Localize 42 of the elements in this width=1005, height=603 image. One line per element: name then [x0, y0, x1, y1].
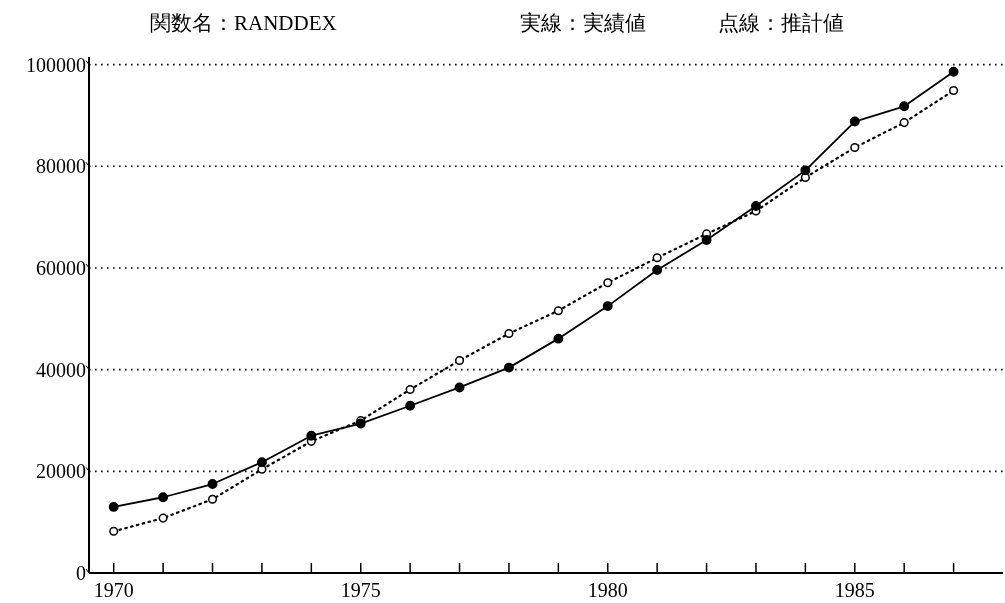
point	[949, 86, 959, 96]
ytick: 20000	[36, 460, 86, 483]
point	[405, 400, 416, 411]
ytick: 100000	[26, 53, 86, 76]
point	[454, 355, 465, 366]
point	[603, 278, 613, 288]
point	[899, 101, 910, 112]
title: 関数名：RANDDEX	[150, 11, 337, 35]
ytick: 40000	[36, 358, 86, 381]
point	[504, 329, 514, 339]
point	[504, 362, 514, 373]
point	[158, 492, 169, 503]
point	[553, 333, 564, 344]
point	[553, 306, 563, 316]
point	[158, 513, 168, 523]
xtick: 1985	[834, 579, 875, 601]
xtick: 1975	[340, 579, 381, 601]
point	[108, 501, 119, 512]
ytick: 0	[76, 562, 86, 584]
point	[800, 165, 811, 176]
point	[948, 66, 959, 77]
point	[454, 382, 465, 393]
point	[256, 457, 267, 468]
ytick: 80000	[36, 155, 86, 178]
annotation: 点線：推計値	[718, 11, 844, 35]
point	[849, 116, 860, 127]
point	[751, 201, 761, 211]
point	[306, 430, 317, 441]
point	[207, 494, 218, 504]
point	[602, 301, 613, 312]
ytick: 60000	[36, 257, 86, 279]
point	[850, 142, 860, 153]
xtick: 1980	[587, 579, 628, 601]
point	[652, 265, 663, 275]
annotation: 実線：実績値	[520, 11, 646, 35]
point	[207, 479, 218, 489]
point	[899, 118, 909, 128]
point	[652, 253, 662, 263]
point	[109, 526, 119, 536]
xtick: 1970	[93, 579, 134, 601]
point	[405, 384, 415, 395]
point	[701, 235, 712, 245]
